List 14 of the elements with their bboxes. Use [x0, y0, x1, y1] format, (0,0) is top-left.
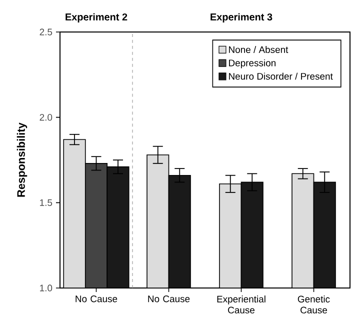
- y-tick-label: 1.0: [40, 284, 52, 292]
- legend-label: Depression: [229, 59, 276, 68]
- legend-label: Neuro Disorder / Present: [229, 72, 333, 80]
- x-tick-label: Genetic Cause: [298, 296, 330, 314]
- y-tick-label: 2.5: [40, 28, 52, 36]
- y-tick-label: 1.5: [40, 199, 52, 206]
- text: Experiment 2: [66, 13, 128, 22]
- y-axis-title: Responsibility: [16, 122, 28, 197]
- y-tick-label: 2.0: [40, 114, 52, 121]
- x-tick-label: No Cause: [148, 296, 190, 302]
- text: Experiment 3: [210, 13, 272, 22]
- x-tick-label: No Cause: [76, 296, 118, 302]
- legend-label: None / Absent: [229, 46, 288, 54]
- x-tick-label: Experiential Cause: [217, 296, 266, 314]
